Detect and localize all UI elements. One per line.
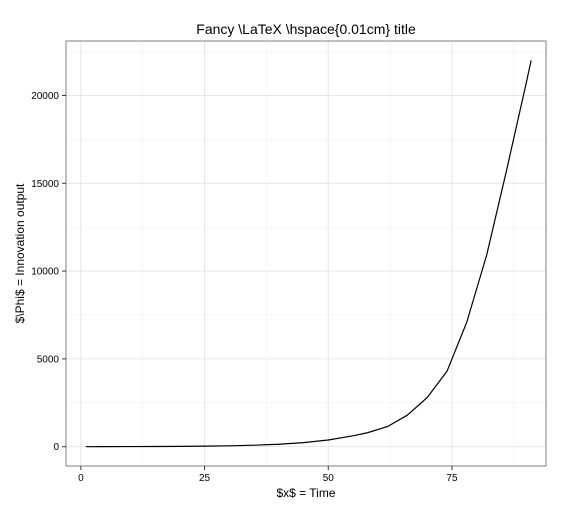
minor-gridlines — [66, 41, 546, 466]
y-tick-label: 20000 — [31, 91, 59, 102]
y-tick-label: 10000 — [31, 267, 59, 278]
y-tick-label: 5000 — [37, 354, 60, 365]
series-line — [85, 60, 532, 448]
x-tick-label: 25 — [199, 473, 211, 484]
y-tick-label: 15000 — [31, 179, 59, 190]
x-axis-label: $x$ = Time — [276, 486, 335, 500]
plot-panel-border — [65, 40, 547, 467]
series-layer — [85, 60, 532, 448]
y-axis-label: $\Phi$ = Innovation output — [13, 183, 27, 323]
chart-title: Fancy \LaTeX \hspace{0.01cm} title — [196, 21, 416, 37]
x-tick-label: 50 — [323, 473, 335, 484]
x-tick-label: 0 — [78, 473, 84, 484]
y-tick-label: 0 — [53, 442, 59, 453]
tick-layer: 0 25 50 75 0 5000 10000 15000 20000 — [31, 91, 458, 484]
x-tick-label: 75 — [446, 473, 458, 484]
major-gridlines — [66, 41, 546, 466]
